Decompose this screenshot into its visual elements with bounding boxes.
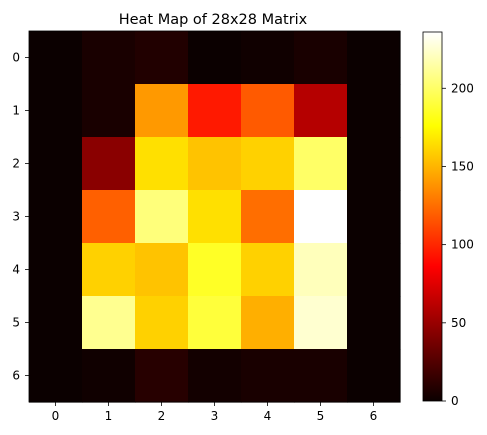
colorbar-tick-label: 0 (451, 394, 459, 408)
heatmap-cell-5-6 (347, 296, 401, 350)
heatmap-cell-3-1 (82, 190, 136, 244)
y-tick-label: 1 (12, 104, 20, 118)
heatmap-cell-0-3 (188, 31, 242, 85)
y-axis: 0 1 2 3 4 5 6 (12, 51, 29, 383)
heatmap-cell-0-0 (29, 31, 83, 85)
heatmap-cell-1-4 (241, 84, 295, 138)
colorbar (422, 31, 443, 402)
colorbar-tick-label: 100 (451, 238, 474, 252)
heatmap-cell-4-1 (82, 243, 136, 297)
colorbar-tick-label: 200 (451, 81, 474, 95)
x-tick-label: 0 (52, 409, 60, 423)
heatmap-cell-2-3 (188, 137, 242, 191)
heatmap-cell-2-5 (294, 137, 348, 191)
heatmap-cell-6-4 (241, 349, 295, 403)
heatmap-cell-5-2 (135, 296, 189, 350)
heatmap-cell-4-0 (29, 243, 83, 297)
heatmap-cell-2-2 (135, 137, 189, 191)
heatmap-cell-6-1 (82, 349, 136, 403)
heatmap-cell-4-5 (294, 243, 348, 297)
x-tick-label: 5 (317, 409, 325, 423)
heatmap-cell-6-5 (294, 349, 348, 403)
heatmap-cell-2-4 (241, 137, 295, 191)
heatmap-cell-5-1 (82, 296, 136, 350)
y-tick-label: 5 (12, 316, 20, 330)
colorbar-axis: 0 50 100 150 200 (442, 81, 474, 408)
y-tick-label: 0 (12, 51, 20, 65)
y-tick-label: 2 (12, 157, 20, 171)
heatmap-cell-3-0 (29, 190, 83, 244)
heatmap-cell-5-3 (188, 296, 242, 350)
y-tick-label: 6 (12, 369, 20, 383)
heatmap-cell-0-4 (241, 31, 295, 85)
x-tick-label: 3 (211, 409, 219, 423)
heatmap-cell-6-2 (135, 349, 189, 403)
y-tick-label: 4 (12, 263, 20, 277)
heatmap-cell-0-2 (135, 31, 189, 85)
heatmap-cell-2-0 (29, 137, 83, 191)
heatmap-cell-1-3 (188, 84, 242, 138)
x-tick-label: 2 (158, 409, 166, 423)
heatmap-cell-6-6 (347, 349, 401, 403)
heatmap-cell-2-6 (347, 137, 401, 191)
heatmap-cell-4-6 (347, 243, 401, 297)
heatmap-cell-4-4 (241, 243, 295, 297)
heatmap-cell-3-3 (188, 190, 242, 244)
heatmap-cell-4-2 (135, 243, 189, 297)
heatmap-cell-5-0 (29, 296, 83, 350)
heatmap-cell-6-0 (29, 349, 83, 403)
heatmap-cell-1-5 (294, 84, 348, 138)
heatmap-cell-1-2 (135, 84, 189, 138)
heatmap-cell-3-5 (294, 190, 348, 244)
heatmap-cell-1-0 (29, 84, 83, 138)
heatmap-cell-0-1 (82, 31, 136, 85)
heatmap-cell-5-5 (294, 296, 348, 350)
heatmap-cells (29, 31, 401, 403)
heatmap-cell-6-3 (188, 349, 242, 403)
heatmap-cell-2-1 (82, 137, 136, 191)
y-tick-label: 3 (12, 210, 20, 224)
x-tick-label: 6 (370, 409, 378, 423)
x-tick-label: 1 (105, 409, 113, 423)
heatmap-cell-4-3 (188, 243, 242, 297)
heatmap-cell-3-6 (347, 190, 401, 244)
heatmap-cell-1-6 (347, 84, 401, 138)
heatmap-cell-0-5 (294, 31, 348, 85)
x-tick-label: 4 (264, 409, 272, 423)
colorbar-tick-label: 50 (451, 316, 466, 330)
colorbar-tick-label: 150 (451, 159, 474, 173)
x-axis: 0 1 2 3 4 5 6 (52, 402, 378, 423)
heatmap-cell-1-1 (82, 84, 136, 138)
chart-title: Heat Map of 28x28 Matrix (119, 12, 308, 28)
heatmap-cell-3-2 (135, 190, 189, 244)
heatmap-cell-5-4 (241, 296, 295, 350)
heatmap-cell-0-6 (347, 31, 401, 85)
heatmap-cell-3-4 (241, 190, 295, 244)
